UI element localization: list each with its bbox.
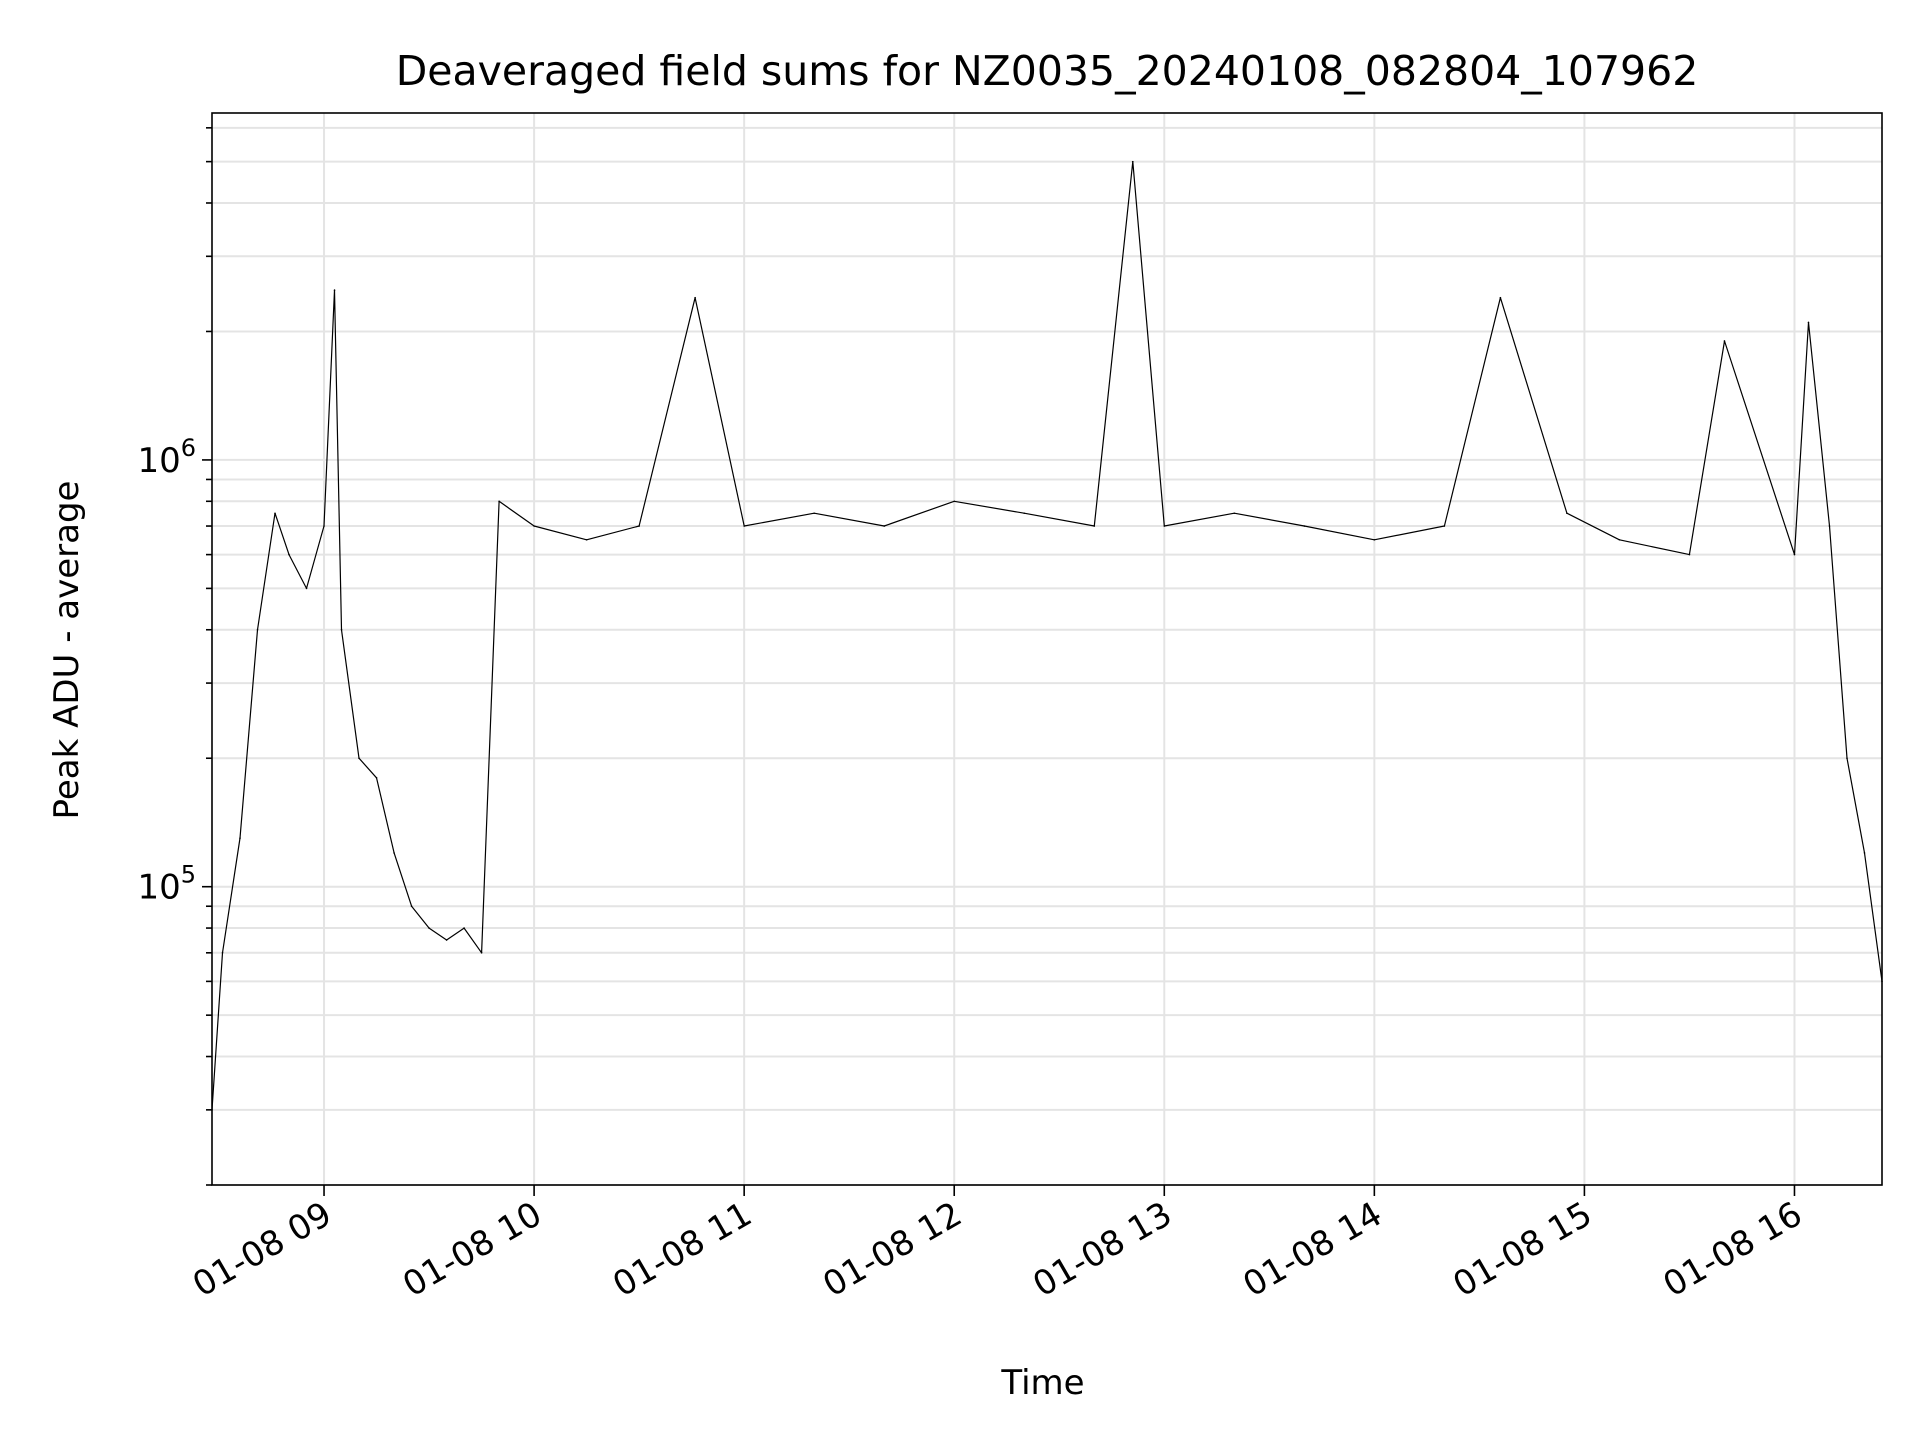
data-point bbox=[953, 500, 956, 503]
data-line bbox=[211, 161, 1883, 1110]
data-point bbox=[1131, 160, 1134, 163]
data-point bbox=[1863, 852, 1866, 854]
data-point bbox=[743, 525, 745, 527]
data-point bbox=[1793, 553, 1796, 556]
data-point bbox=[445, 939, 448, 941]
data-point bbox=[463, 927, 465, 929]
data-point bbox=[1163, 525, 1166, 527]
data-point bbox=[375, 776, 378, 779]
data-point bbox=[274, 512, 276, 515]
grid-lines bbox=[212, 113, 1882, 1186]
data-point bbox=[1566, 512, 1568, 515]
data-point bbox=[1828, 525, 1831, 527]
y-axis-label: Peak ADU - average bbox=[47, 481, 87, 820]
data-point bbox=[1499, 296, 1502, 299]
data-point bbox=[358, 757, 360, 760]
data-point bbox=[221, 952, 224, 954]
data-point bbox=[1443, 525, 1446, 527]
data-point bbox=[1688, 553, 1691, 556]
chart-title: Deaveraged field sums for NZ0035_2024010… bbox=[396, 47, 1699, 95]
data-point bbox=[585, 538, 588, 541]
data-point bbox=[288, 553, 290, 556]
data-point bbox=[638, 525, 640, 527]
x-axis-label: Time bbox=[1000, 1363, 1084, 1403]
data-point bbox=[813, 512, 815, 515]
data-point bbox=[393, 852, 395, 854]
data-point bbox=[1093, 525, 1096, 527]
data-point bbox=[533, 525, 535, 527]
data-point bbox=[428, 927, 430, 929]
data-point bbox=[1723, 340, 1726, 342]
data-point bbox=[323, 525, 325, 527]
data-point bbox=[340, 628, 343, 631]
y-tick-label: 105 bbox=[137, 861, 196, 908]
data-point bbox=[1303, 525, 1306, 527]
data-point bbox=[883, 525, 886, 527]
data-area bbox=[211, 160, 1883, 1111]
data-point bbox=[480, 952, 483, 954]
data-point bbox=[305, 587, 308, 590]
data-point bbox=[1373, 538, 1376, 541]
data-point bbox=[333, 289, 336, 291]
data-point bbox=[1618, 538, 1621, 541]
data-point bbox=[256, 628, 259, 631]
data-point bbox=[1846, 757, 1848, 760]
data-point bbox=[498, 500, 500, 503]
data-point bbox=[1233, 512, 1236, 515]
data-point bbox=[1807, 321, 1810, 324]
data-point bbox=[1023, 512, 1026, 515]
data-point bbox=[239, 837, 241, 839]
data-point bbox=[694, 296, 696, 299]
plot-frame bbox=[211, 112, 1883, 1186]
data-point bbox=[410, 905, 413, 908]
